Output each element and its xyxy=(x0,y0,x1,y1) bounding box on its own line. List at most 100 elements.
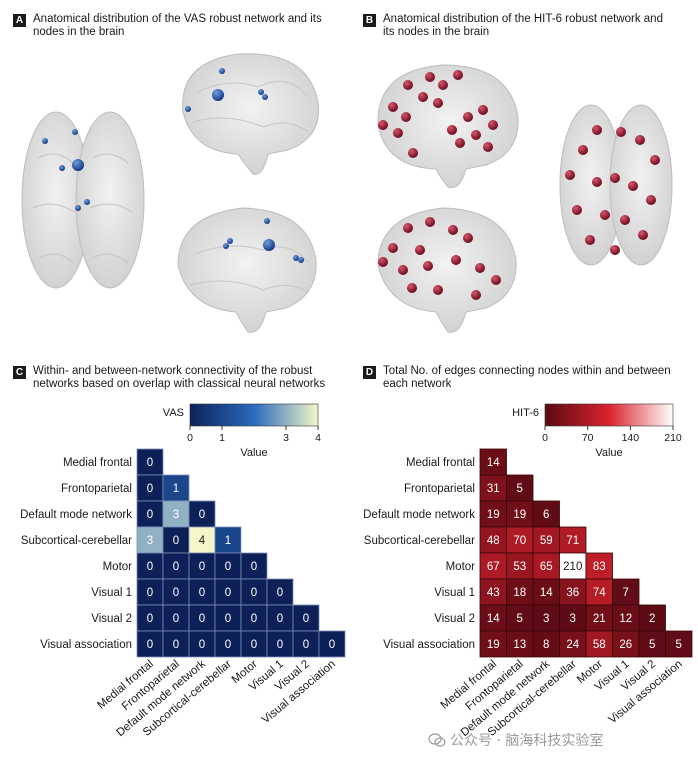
heatmap-cell xyxy=(585,604,613,632)
heatmap-row-label: Visual 2 xyxy=(434,613,475,625)
heatmap-cell-value: 21 xyxy=(593,613,606,625)
heatmap-cell xyxy=(585,578,613,606)
heatmap-cell-value: 0 xyxy=(173,639,179,651)
heatmap-cell-value: 19 xyxy=(487,639,500,651)
heatmap-cell-value: 53 xyxy=(513,561,526,573)
heatmap-cell xyxy=(665,630,693,658)
heatmap-cell-value: 19 xyxy=(513,509,526,521)
heatmap-cell-value: 8 xyxy=(543,639,549,651)
heatmap-cell xyxy=(506,474,534,502)
heatmap-cell-value: 0 xyxy=(225,561,231,573)
heatmap-cell-value: 0 xyxy=(251,561,257,573)
colorbar-tick-label: 0 xyxy=(542,432,548,444)
panel-d-title-line1: Total No. of edges connecting nodes with… xyxy=(383,365,671,377)
heatmap-cell-value: 0 xyxy=(251,587,257,599)
heatmap-cell-value: 3 xyxy=(173,509,179,521)
panel-a-letter: A xyxy=(13,14,26,27)
heatmap-row-label: Default mode network xyxy=(20,509,132,521)
colorbar-tick-label: 140 xyxy=(622,432,640,444)
heatmap-cell-value: 0 xyxy=(329,639,335,651)
colorbar-tick-label: 210 xyxy=(664,432,682,444)
panel-c-title-line1: Within- and between-network connectivity… xyxy=(33,365,313,377)
heatmap-cell-value: 24 xyxy=(566,639,579,651)
heatmap-cell xyxy=(162,526,190,554)
heatmap-cell-value: 14 xyxy=(487,457,500,469)
heatmap-cell xyxy=(532,552,560,580)
heatmap-cell xyxy=(585,552,613,580)
heatmap-cell xyxy=(214,630,242,658)
heatmap-cell-value: 7 xyxy=(623,587,629,599)
heatmap-cell-value: 0 xyxy=(173,613,179,625)
heatmap-cell xyxy=(136,474,164,502)
heatmap-cell-value: 3 xyxy=(570,613,576,625)
colorbar-title: HIT-6 xyxy=(512,407,539,419)
brain-lateral-view-vas xyxy=(182,53,320,175)
heatmap-cell-value: 18 xyxy=(513,587,526,599)
heatmap-cell xyxy=(585,630,613,658)
brain-medial-view-vas xyxy=(177,207,317,333)
heatmap-row-label: Visual association xyxy=(40,639,132,651)
heatmap-cell xyxy=(532,578,560,606)
heatmap-cell-value: 0 xyxy=(277,639,283,651)
heatmap-cell-value: 0 xyxy=(199,509,205,521)
vas-connectivity-heatmap: VAS 0 1 3 4 Value 0 0 1 0 3 0 3 0 4 1 0 0 0 0 0 0 0 0 0 0 0 0 0 0 0 0 0 0… xyxy=(20,403,346,739)
heatmap-cell-value: 43 xyxy=(487,587,500,599)
heatmap-cell-value: 6 xyxy=(543,509,549,521)
colorbar-tick-label: 4 xyxy=(315,432,321,444)
heatmap-cell xyxy=(136,630,164,658)
heatmap-cell-value: 0 xyxy=(199,639,205,651)
heatmap-cell-value: 0 xyxy=(173,587,179,599)
heatmap-row-label: Medial frontal xyxy=(406,457,475,469)
heatmap-cell xyxy=(506,604,534,632)
heatmap-cell xyxy=(532,500,560,528)
panel-c-title: Within- and between-network connectivity… xyxy=(33,365,363,391)
heatmap-cell xyxy=(136,448,164,476)
heatmap-cell xyxy=(266,630,294,658)
heatmap-cell-value: 13 xyxy=(513,639,526,651)
brain-axial-view-hit6 xyxy=(559,104,673,266)
heatmap-cell-value: 67 xyxy=(487,561,500,573)
colorbar xyxy=(189,403,319,427)
heatmap-cell xyxy=(136,604,164,632)
brain-lateral-view-hit6 xyxy=(377,64,519,189)
heatmap-cell-value: 0 xyxy=(251,639,257,651)
colorbar-tick-label: 0 xyxy=(187,432,193,444)
heatmap-cell-value: 14 xyxy=(487,613,500,625)
heatmap-cell xyxy=(612,604,640,632)
heatmap-cell-value: 4 xyxy=(199,535,206,547)
heatmap-cell-value: 0 xyxy=(225,587,231,599)
heatmap-cell xyxy=(506,578,534,606)
heatmap-row-label: Visual 1 xyxy=(91,587,132,599)
heatmap-cell xyxy=(532,630,560,658)
heatmap-cell xyxy=(318,630,346,658)
heatmap-cell-value: 36 xyxy=(566,587,579,599)
heatmap-cell-value: 0 xyxy=(277,613,283,625)
heatmap-cell-value: 0 xyxy=(147,639,153,651)
heatmap-cell xyxy=(479,500,507,528)
colorbar-tick-label: 70 xyxy=(582,432,594,444)
panel-b-letter: B xyxy=(363,14,376,27)
heatmap-row-label: Motor xyxy=(103,561,133,573)
panel-a-title-line1: Anatomical distribution of the VAS robus… xyxy=(33,13,322,25)
panel-b-title: Anatomical distribution of the HIT-6 rob… xyxy=(383,13,698,39)
heatmap-cell xyxy=(188,630,216,658)
heatmap-row-label: Default mode network xyxy=(363,509,475,521)
panel-d-letter: D xyxy=(363,366,376,379)
heatmap-cell-value: 0 xyxy=(147,457,153,469)
heatmap-cell-value: 0 xyxy=(173,535,179,547)
heatmap-cell-value: 48 xyxy=(487,535,500,547)
heatmap-cell xyxy=(559,526,587,554)
heatmap-cell-value: 0 xyxy=(277,587,283,599)
heatmap-cell-value: 26 xyxy=(619,639,632,651)
heatmap-cell-value: 0 xyxy=(199,561,205,573)
heatmap-cell-value: 0 xyxy=(303,613,309,625)
heatmap-cell xyxy=(292,630,320,658)
heatmap-cell xyxy=(240,552,268,580)
heatmap-row-label: Subcortical-cerebellar xyxy=(21,535,132,547)
heatmap-cell-value: 0 xyxy=(199,587,205,599)
heatmap-cell xyxy=(188,552,216,580)
heatmap-cell-value: 0 xyxy=(147,587,153,599)
heatmap-cell-value: 0 xyxy=(173,561,179,573)
heatmap-row-label: Visual 1 xyxy=(434,587,475,599)
